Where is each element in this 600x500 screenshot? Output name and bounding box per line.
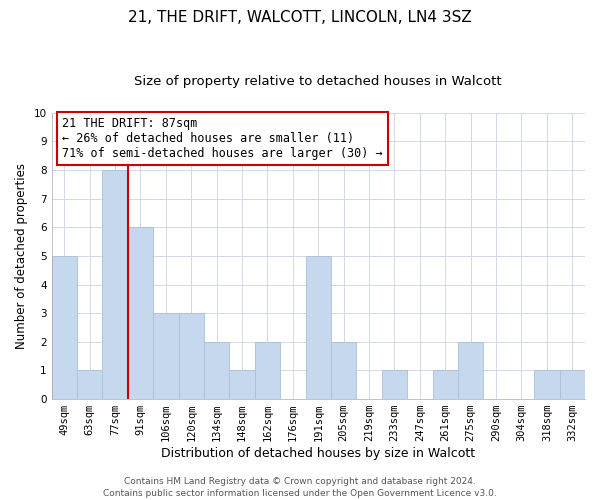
Bar bbox=[305, 256, 331, 399]
Bar bbox=[153, 313, 179, 399]
Bar bbox=[433, 370, 458, 399]
Bar bbox=[204, 342, 229, 399]
Text: 21 THE DRIFT: 87sqm
← 26% of detached houses are smaller (11)
71% of semi-detach: 21 THE DRIFT: 87sqm ← 26% of detached ho… bbox=[62, 117, 383, 160]
Bar bbox=[128, 228, 153, 399]
Text: Contains HM Land Registry data © Crown copyright and database right 2024.
Contai: Contains HM Land Registry data © Crown c… bbox=[103, 476, 497, 498]
X-axis label: Distribution of detached houses by size in Walcott: Distribution of detached houses by size … bbox=[161, 447, 475, 460]
Bar bbox=[560, 370, 585, 399]
Title: Size of property relative to detached houses in Walcott: Size of property relative to detached ho… bbox=[134, 75, 502, 88]
Bar bbox=[382, 370, 407, 399]
Bar bbox=[77, 370, 103, 399]
Bar bbox=[179, 313, 204, 399]
Bar bbox=[331, 342, 356, 399]
Bar bbox=[52, 256, 77, 399]
Bar bbox=[534, 370, 560, 399]
Bar bbox=[255, 342, 280, 399]
Y-axis label: Number of detached properties: Number of detached properties bbox=[15, 163, 28, 349]
Bar bbox=[229, 370, 255, 399]
Bar bbox=[458, 342, 484, 399]
Bar bbox=[103, 170, 128, 399]
Text: 21, THE DRIFT, WALCOTT, LINCOLN, LN4 3SZ: 21, THE DRIFT, WALCOTT, LINCOLN, LN4 3SZ bbox=[128, 10, 472, 25]
